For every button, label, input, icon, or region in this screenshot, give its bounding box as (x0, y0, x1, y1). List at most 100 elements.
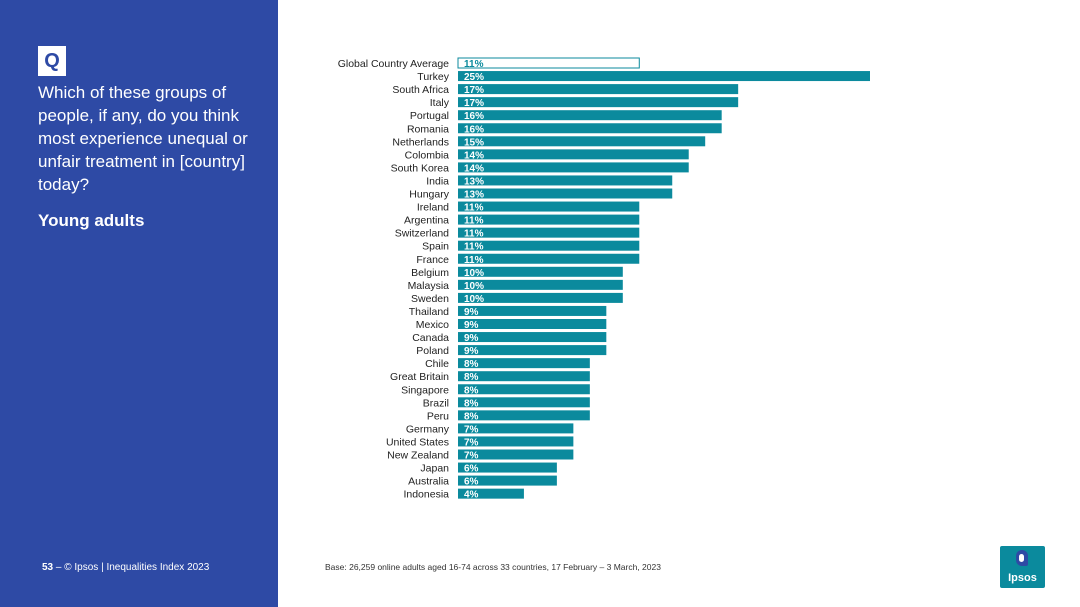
average-bar (457, 57, 640, 69)
value-label: 11% (464, 242, 484, 253)
bar (458, 201, 640, 212)
value-label: 16% (464, 124, 484, 135)
value-label: 11% (464, 229, 484, 240)
category-label: South Africa (392, 84, 449, 96)
bar (458, 136, 706, 147)
category-label: Australia (408, 476, 449, 488)
category-label: Portugal (410, 110, 449, 122)
bar (458, 162, 689, 173)
category-label: India (426, 175, 449, 187)
bar (458, 475, 557, 486)
subgroup-title: Young adults (38, 211, 145, 230)
logo-text: Ipsos (1008, 572, 1037, 584)
category-label: Chile (425, 358, 449, 370)
category-label: Thailand (409, 306, 449, 318)
category-label: Peru (427, 410, 449, 422)
left-panel: Q Which of these groups of people, if an… (0, 0, 278, 607)
value-label: 9% (464, 346, 479, 357)
category-label: Mexico (416, 319, 449, 331)
value-label: 7% (464, 437, 479, 448)
bar (458, 397, 590, 408)
bar (458, 266, 623, 277)
bar (458, 332, 607, 343)
category-label: Hungary (409, 189, 449, 201)
bar (458, 449, 574, 460)
value-label: 15% (464, 137, 484, 148)
category-label: Singapore (401, 384, 449, 396)
value-label: 16% (464, 111, 484, 122)
value-label: 10% (464, 294, 484, 305)
category-label: Belgium (411, 267, 449, 279)
category-label: Brazil (423, 397, 449, 409)
value-label: 7% (464, 451, 479, 462)
value-label: 8% (464, 411, 479, 422)
question-badge: Q (38, 46, 66, 76)
bar (458, 305, 607, 316)
value-label: 17% (464, 85, 484, 96)
bar (458, 462, 557, 473)
bar (458, 371, 590, 382)
logo-mark-inner-icon (1019, 554, 1024, 562)
bar (458, 84, 739, 95)
category-label: Global Country Average (338, 58, 449, 70)
value-label: 11% (464, 216, 484, 227)
question-text: Which of these groups of people, if any,… (38, 83, 248, 194)
bar (458, 358, 590, 369)
bar (458, 292, 623, 303)
value-label: 4% (464, 490, 479, 501)
category-label: Colombia (405, 149, 450, 161)
bar (458, 123, 722, 134)
value-label: 8% (464, 372, 479, 383)
value-label: 25% (464, 72, 484, 83)
value-label: 8% (464, 385, 479, 396)
category-label: Sweden (411, 293, 449, 305)
value-label: 9% (464, 307, 479, 318)
bar (458, 175, 673, 186)
bar (458, 214, 640, 225)
value-label: 8% (464, 359, 479, 370)
bar (458, 149, 689, 160)
value-label: 11% (464, 255, 484, 266)
base-note: Base: 26,259 online adults aged 16-74 ac… (325, 562, 661, 572)
value-label: 6% (464, 464, 479, 475)
value-label: 13% (464, 176, 484, 187)
value-label: 6% (464, 477, 479, 488)
category-label: Japan (420, 463, 449, 475)
bar (458, 253, 640, 264)
bar (458, 279, 623, 290)
bar (458, 240, 640, 251)
value-label: 7% (464, 424, 479, 435)
value-label: 10% (464, 268, 484, 279)
bar (458, 227, 640, 238)
bar-chart: Global Country Average 11% Turkey 25% South … (338, 57, 870, 501)
category-label: Spain (422, 241, 449, 253)
value-label: 9% (464, 333, 479, 344)
value-label: 14% (464, 163, 484, 174)
value-label: 17% (464, 98, 484, 109)
category-label: Ireland (417, 202, 449, 214)
category-label: Netherlands (392, 136, 449, 148)
bar (458, 71, 870, 82)
category-label: Romania (407, 123, 449, 135)
value-label: 13% (464, 190, 484, 201)
category-label: Great Britain (390, 371, 449, 383)
category-label: South Korea (391, 162, 450, 174)
category-label: New Zealand (387, 450, 449, 462)
value-label: 10% (464, 281, 484, 292)
category-label: Turkey (417, 71, 449, 83)
category-label: Italy (430, 97, 450, 109)
category-label: Switzerland (395, 228, 449, 240)
bar (458, 384, 590, 395)
bar (458, 410, 590, 421)
footer-left: 53 – © Ipsos | Inequalities Index 2023 (42, 562, 209, 573)
bar (458, 319, 607, 329)
bar (458, 488, 524, 499)
value-label: 14% (464, 150, 484, 161)
category-label: Germany (406, 423, 450, 435)
value-label: 8% (464, 398, 479, 409)
category-label: Indonesia (403, 489, 449, 501)
bar (458, 97, 739, 108)
value-label: 9% (464, 320, 479, 331)
category-label: Canada (412, 332, 449, 344)
bar (458, 436, 574, 447)
